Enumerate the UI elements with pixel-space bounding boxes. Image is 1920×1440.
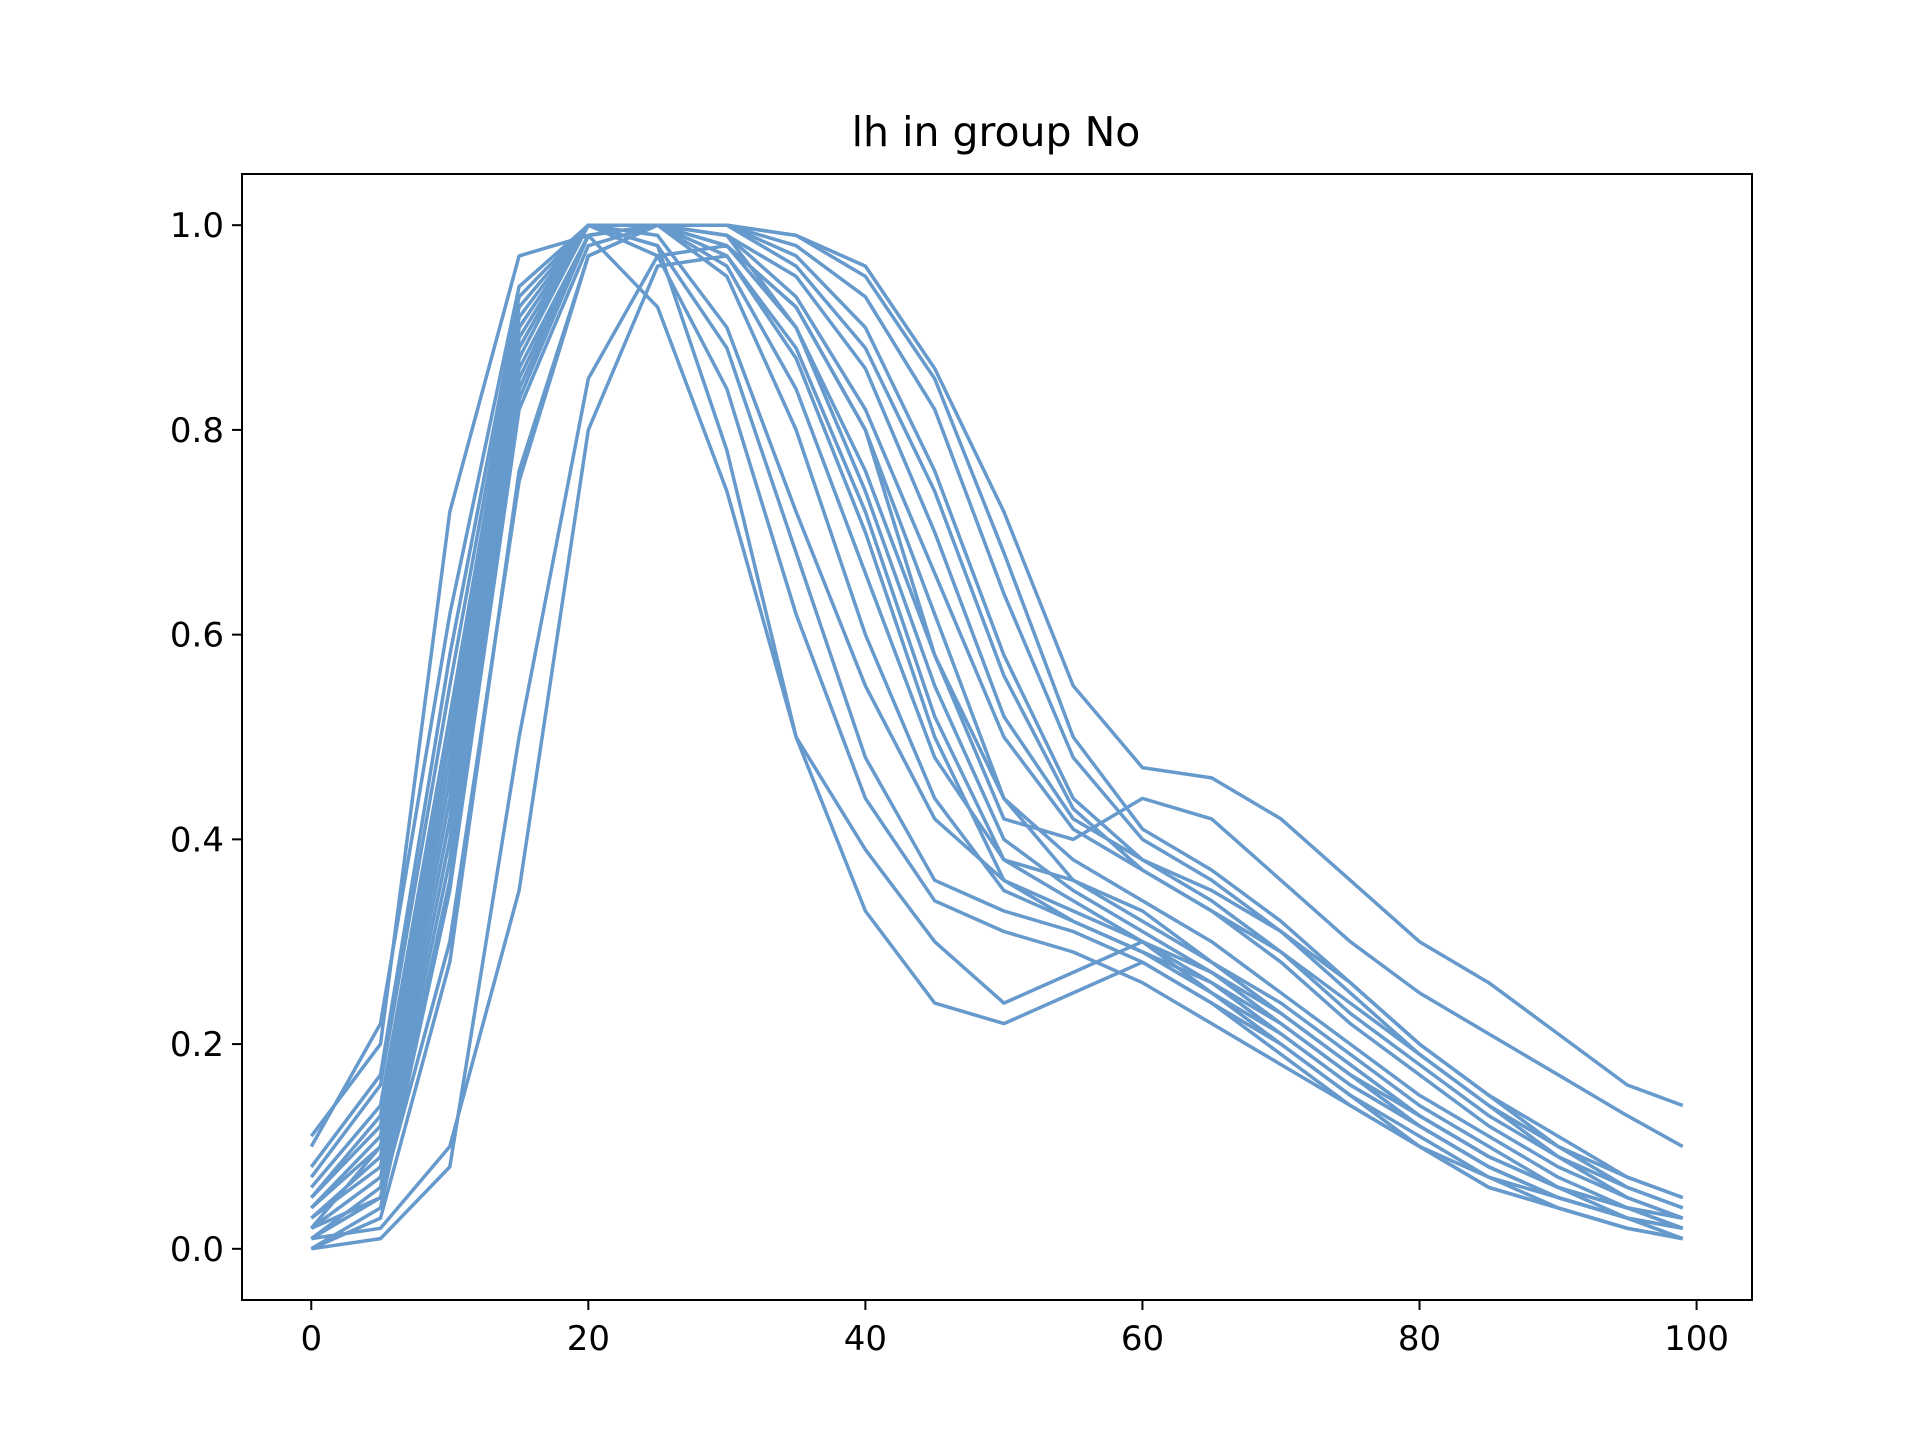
x-tick-label: 0 [300, 1319, 322, 1359]
series-line [311, 243, 1684, 1251]
x-tick-label: 80 [1398, 1319, 1441, 1359]
x-axis: 0 20 40 60 80 100 [300, 1300, 1729, 1359]
y-axis: 0.0 0.2 0.4 0.6 0.8 1.0 [170, 206, 242, 1270]
y-tick-label: 0.4 [170, 820, 224, 860]
y-tick-label: 1.0 [170, 206, 224, 246]
series-line [309, 233, 1684, 1241]
series-line [309, 223, 1684, 1241]
y-tick-label: 0.6 [170, 616, 224, 656]
series-line [309, 223, 1684, 1231]
series-line [310, 223, 1684, 1230]
y-tick-label: 0.2 [170, 1025, 224, 1065]
series-layer [309, 223, 1684, 1251]
x-tick-label: 20 [567, 1319, 610, 1359]
series-line [310, 223, 1684, 1220]
x-tick-label: 100 [1664, 1319, 1729, 1359]
series-line [310, 223, 1684, 1230]
x-tick-label: 40 [844, 1319, 887, 1359]
series-line [310, 223, 1684, 1230]
chart-title: lh in group No [852, 108, 1141, 156]
y-tick-label: 0.0 [170, 1230, 224, 1270]
x-tick-label: 60 [1121, 1319, 1164, 1359]
series-line [310, 223, 1684, 1241]
series-line [310, 223, 1684, 1220]
series-line [309, 223, 1684, 1241]
plot-frame [241, 173, 1753, 1301]
series-line [310, 223, 1684, 1251]
y-tick-label: 0.8 [170, 411, 224, 451]
